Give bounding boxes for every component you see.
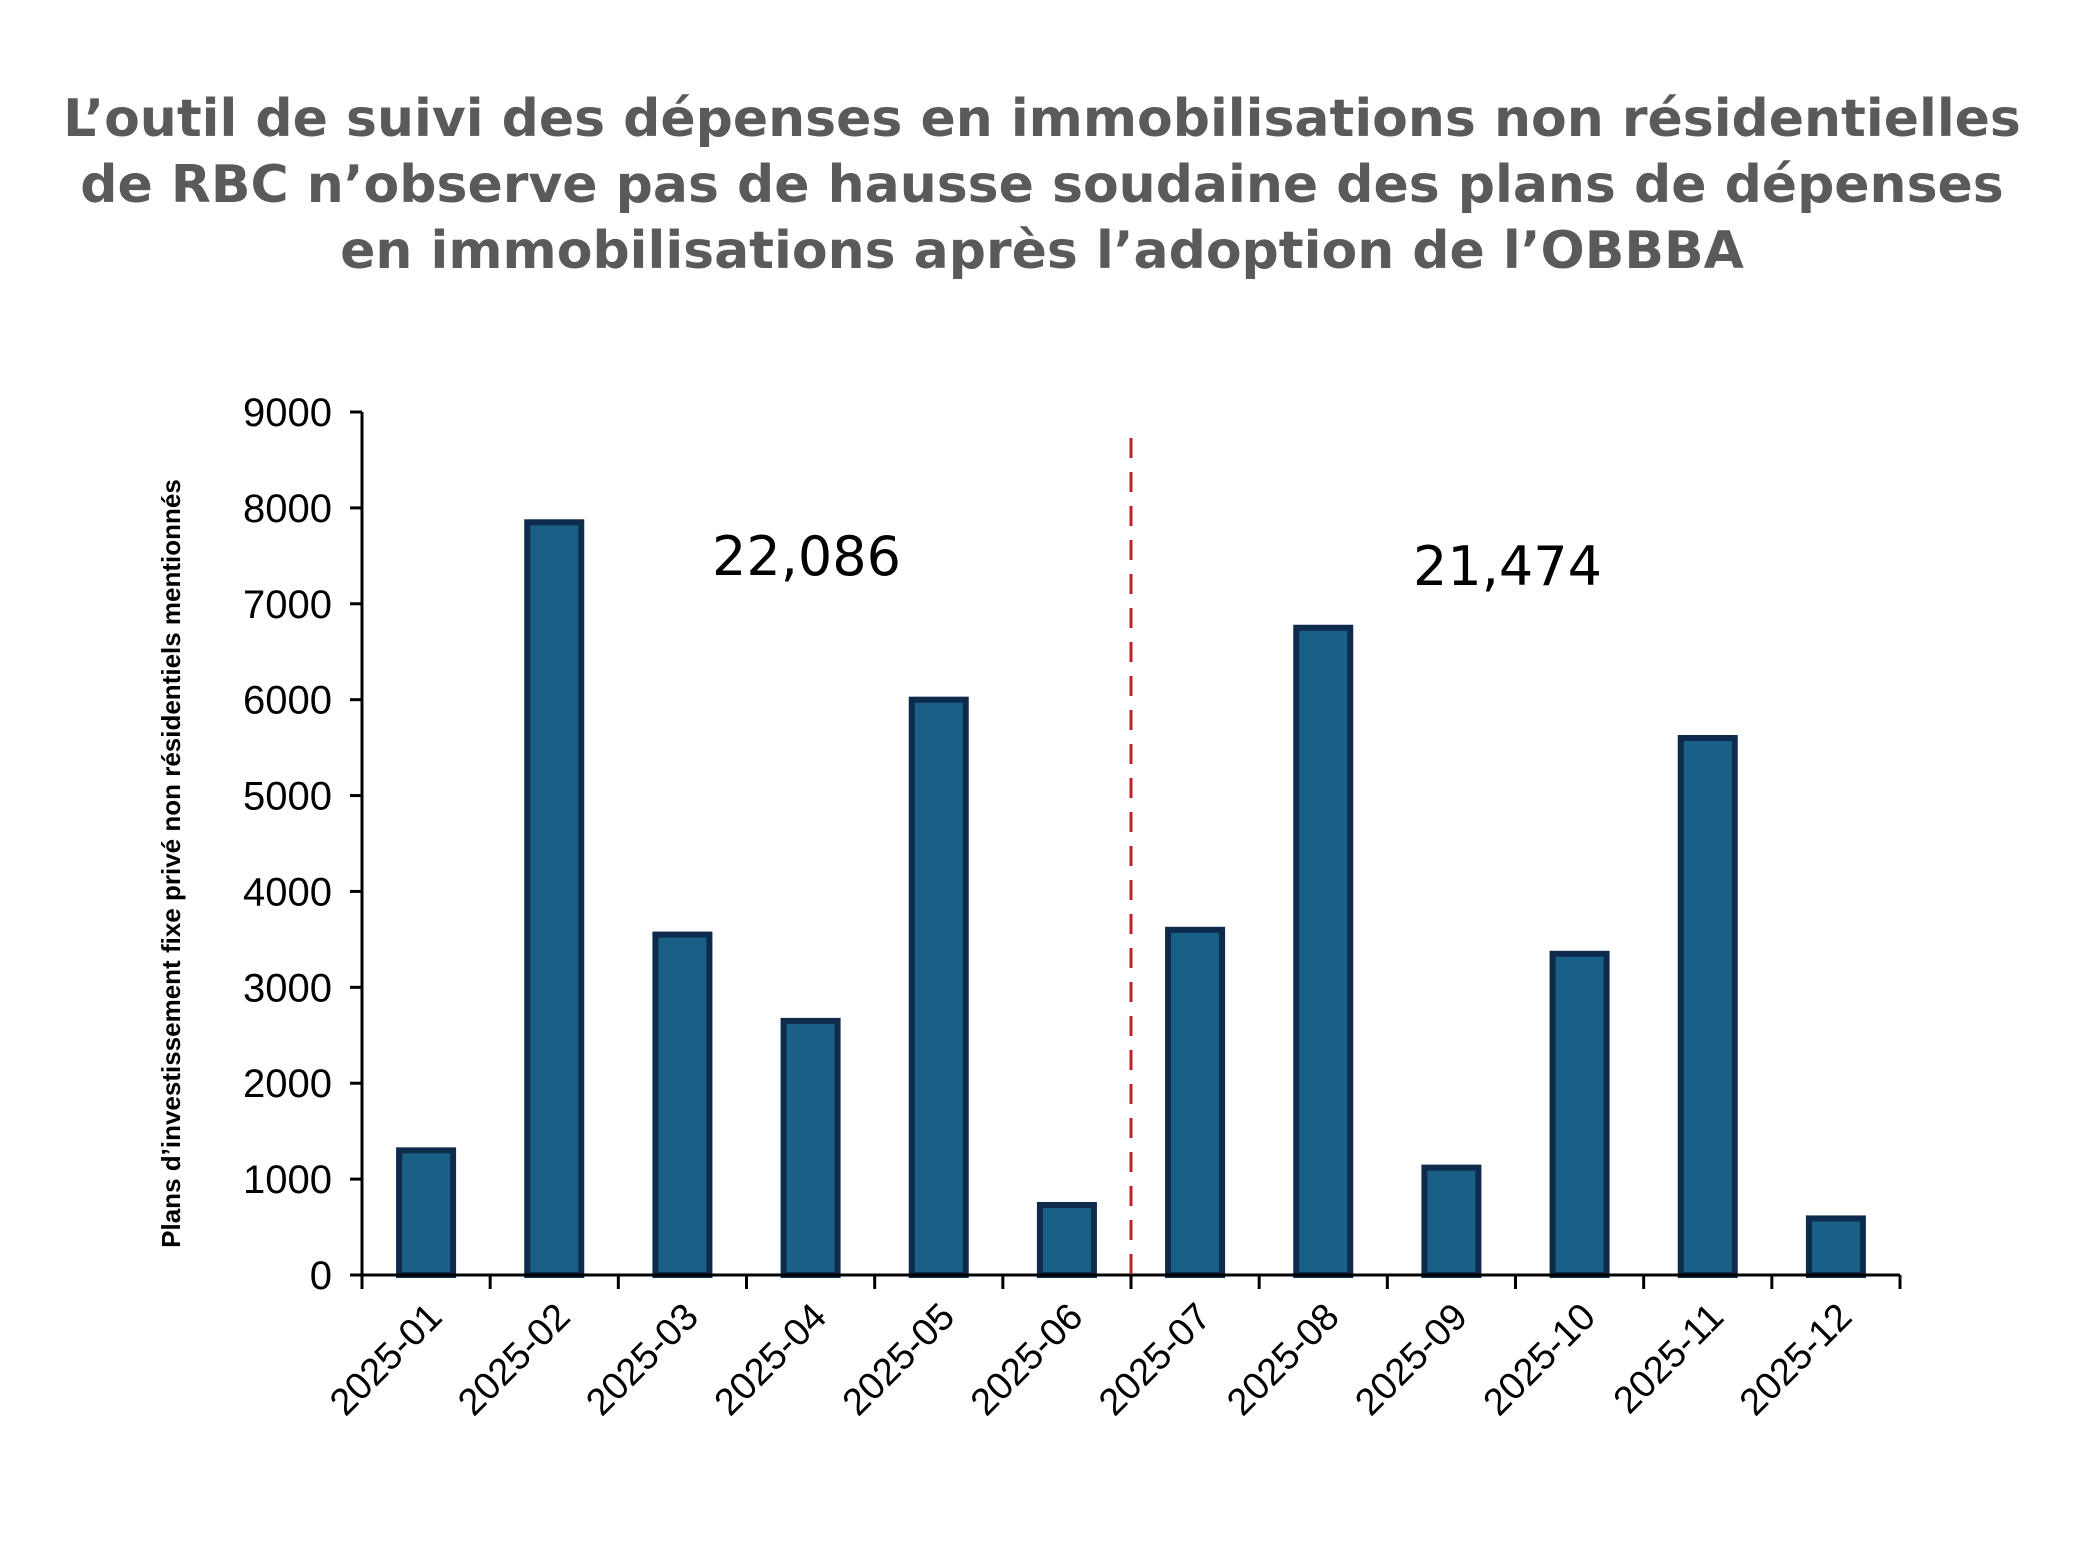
bar-2025-12: [1805, 1215, 1866, 1278]
y-tick-label: 9000: [243, 391, 332, 435]
x-tick-label: 2025-06: [963, 1296, 1091, 1424]
y-tick-label: 2000: [243, 1062, 332, 1106]
y-axis-title: Plans d’investissement fixe privé non ré…: [156, 479, 186, 1248]
y-tick-label: 6000: [243, 679, 332, 723]
y-tick-label: 5000: [243, 775, 332, 819]
x-tick-label: 2025-10: [1476, 1296, 1604, 1424]
annotation-total: 21,474: [1413, 535, 1602, 598]
x-tick-label: 2025-05: [835, 1296, 963, 1424]
bar-2025-04: [780, 1017, 841, 1279]
chart-title-line: en immobilisations après l’adoption de l…: [340, 221, 1744, 281]
x-tick-label: 2025-04: [707, 1296, 835, 1424]
bar-2025-11: [1677, 735, 1738, 1278]
x-tick-label: 2025-07: [1091, 1296, 1219, 1424]
bar-2025-03: [652, 931, 713, 1278]
y-tick-label: 0: [310, 1254, 332, 1298]
bar-2025-09: [1421, 1164, 1482, 1279]
bars-layer: [396, 519, 1866, 1279]
bar-2025-01: [396, 1147, 457, 1279]
y-tick-label: 8000: [243, 487, 332, 531]
y-tick-label: 1000: [243, 1158, 332, 1202]
bar-2025-06: [1036, 1202, 1097, 1278]
axes-layer: [350, 410, 1902, 1289]
bar-2025-10: [1549, 950, 1610, 1278]
x-tick-label: 2025-09: [1347, 1296, 1475, 1424]
chart-title-line: de RBC n’observe pas de hausse soudaine …: [80, 155, 2004, 215]
chart-title: L’outil de suivi des dépenses en immobil…: [0, 86, 2084, 284]
annotation-total: 22,086: [712, 525, 901, 588]
bar-2025-02: [524, 519, 585, 1278]
x-tick-label: 2025-03: [578, 1296, 706, 1424]
bar-2025-07: [1165, 926, 1226, 1278]
y-tick-label: 4000: [243, 870, 332, 914]
x-tick-label: 2025-11: [1606, 1296, 1732, 1422]
chart-title-line: L’outil de suivi des dépenses en immobil…: [63, 89, 2021, 149]
bar-2025-05: [908, 696, 969, 1278]
bar-2025-08: [1293, 624, 1354, 1278]
y-tick-label: 3000: [243, 966, 332, 1010]
x-tick-label: 2025-08: [1219, 1296, 1347, 1424]
x-tick-label: 2025-01: [322, 1296, 450, 1424]
x-tick-label: 2025-02: [450, 1296, 578, 1424]
x-tick-label: 2025-12: [1732, 1296, 1860, 1424]
y-tick-label: 7000: [243, 583, 332, 627]
